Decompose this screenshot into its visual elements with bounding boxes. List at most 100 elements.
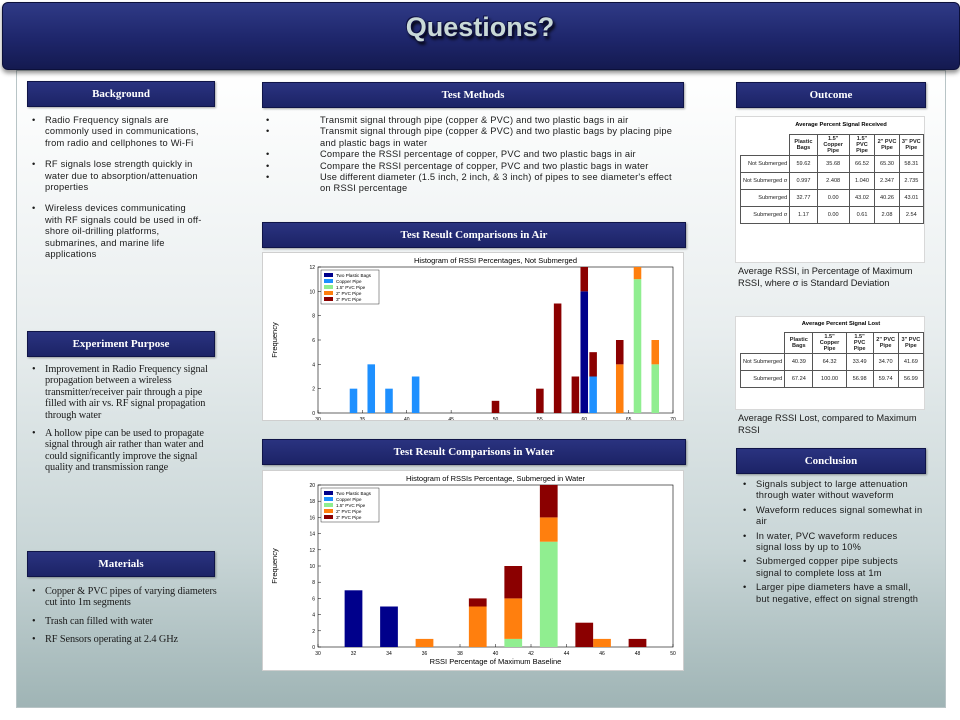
legend-swatch [324,491,333,495]
y-tick-label: 16 [309,515,315,521]
list-item: RF Sensors operating at 2.4 GHz [32,634,218,646]
legend-label: Two Plastic Bags [336,273,372,278]
y-tick-label: 2 [312,629,315,635]
list-item: Signals subject to large attenuation thr… [743,479,923,502]
signal-lost-table: Average Percent Signal Lost Plastic Bags… [735,316,925,410]
list-item: RF signals lose strength quickly in wate… [32,159,202,193]
outcome-header: Outcome [736,82,926,108]
table-column-header: 2" PVC Pipe [872,332,899,354]
table-cell: 1.040 [848,172,876,190]
legend-label: 2" PVC Pipe [336,291,362,296]
list-item: Use different diameter (1.5 inch, 2 inch… [264,172,684,195]
table-cell: 43.01 [898,189,924,207]
histogram-bar [385,388,393,413]
x-tick-label: 36 [422,651,428,657]
table-cell: 2.735 [898,172,924,190]
legend-label: 1.5" PVC Pipe [336,503,366,508]
table-column-header: 1.5" Copper Pipe [816,134,850,156]
histogram-bar [536,388,544,413]
x-tick-label: 48 [635,651,641,657]
table-cell: 65.30 [874,155,900,173]
table-cell: 56.98 [845,370,874,388]
y-tick-label: 8 [312,580,315,586]
legend-swatch [324,285,333,289]
table-cell: 0.997 [789,172,818,190]
table-row-label: Submerged σ [739,206,791,224]
y-axis-label: Frequency [270,548,279,584]
table-cell: 1.17 [789,206,818,224]
table-row: Submerged σ 1.17 0.00 0.61 2.08 2.54 [739,206,924,224]
air-histogram-chart: Histogram of RSSI Percentages, Not Subme… [262,252,684,432]
x-tick-label: 42 [528,651,534,657]
table-row-label: Not Submerged [739,155,791,173]
histogram-bar [539,541,558,647]
background-header: Background [27,81,215,107]
air-results-header: Test Result Comparisons in Air [262,222,686,248]
legend-swatch [324,297,333,301]
water-histogram-svg: Histogram of RSSIs Percentage, Submerged… [270,474,676,666]
histogram-bar [633,279,642,413]
table-column-header: 1.5" Copper Pipe [812,332,847,354]
histogram-bar [539,517,558,542]
y-tick-label: 0 [312,645,315,651]
table-cell: 41.69 [897,353,924,371]
water-histogram-chart: Histogram of RSSIs Percentage, Submerged… [262,470,684,671]
x-tick-label: 38 [457,651,463,657]
histogram-bar [504,566,523,599]
histogram-bar [615,340,624,365]
outcome-caption-1: Average RSSI, in Percentage of Maximum R… [738,266,913,288]
x-tick-label: 30 [315,651,321,657]
table-cell: 2.347 [874,172,900,190]
y-tick-label: 20 [309,483,315,489]
outcome-caption-2: Average RSSI Lost, compared to Maximum R… [738,413,917,435]
table-row: Not Submerged 40.39 64.32 33.49 34.70 41.69 [739,353,924,371]
table-column-header: Plastic Bags [789,134,818,156]
y-tick-label: 6 [312,596,315,602]
y-tick-label: 18 [309,499,315,505]
table-column-header: 1.5" PVC Pipe [848,134,876,156]
table-cell: 2.54 [898,206,924,224]
y-tick-label: 12 [309,548,315,554]
legend-label: 3" PVC Pipe [336,297,362,302]
histogram-bar [593,638,611,647]
histogram-bar [349,388,358,413]
table-row-label: Not Submerged σ [739,172,791,190]
list-item: Transmit signal through pipe (copper & P… [264,115,684,127]
background-list: Radio Frequency signals are commonly use… [32,115,202,260]
experiment-purpose-header: Experiment Purpose [27,331,215,357]
conclusion-list: Signals subject to large attenuation thr… [743,479,923,605]
table-cell: 0.61 [848,206,876,224]
y-tick-label: 2 [312,387,315,393]
histogram-bar [415,638,434,647]
table-cell: 32.77 [789,189,818,207]
table-row: Not Submerged σ 0.997 2.408 1.040 2.347 2.735 [739,172,924,190]
x-tick-label: 60 [581,417,587,420]
table-cell: 100.00 [812,370,847,388]
x-tick-label: 34 [386,651,392,657]
signal-lost-title: Average Percent Signal Lost [801,321,881,327]
legend-swatch [324,497,333,501]
legend-swatch [324,509,333,513]
x-tick-label: 46 [599,651,605,657]
histogram-bar [411,376,420,413]
y-tick-label: 6 [312,338,315,344]
x-tick-label: 50 [670,651,676,657]
histogram-bar [580,291,589,413]
materials-header: Materials [27,551,215,577]
histogram-bar [491,400,500,413]
histogram-bar [615,364,624,413]
table-cell: 35.68 [816,155,850,173]
legend-swatch [324,279,333,283]
histogram-bar [553,303,562,413]
legend-swatch [324,503,333,507]
list-item: Waveform reduces signal somewhat in air [743,505,923,528]
x-tick-label: 55 [537,417,543,420]
table-corner [741,333,785,354]
table-header-row: Plastic Bags 1.5" Copper Pipe 1.5" PVC Pip… [741,332,924,354]
x-tick-label: 65 [626,417,632,420]
x-tick-label: 40 [493,651,499,657]
y-tick-label: 0 [312,411,315,417]
y-tick-label: 10 [309,564,315,570]
signal-received-title: Average Percent Signal Received [795,122,887,128]
x-tick-label: 30 [315,417,321,420]
